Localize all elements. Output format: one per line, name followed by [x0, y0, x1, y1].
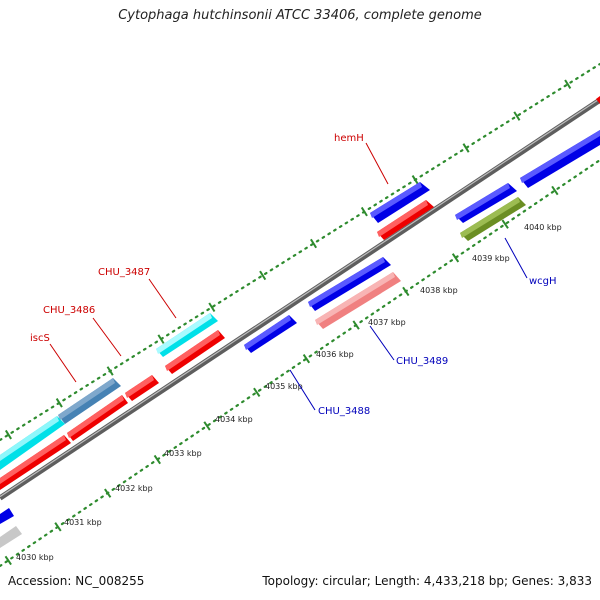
gene-forward-right-2[interactable] — [520, 130, 600, 188]
genome-backbone — [0, 97, 600, 501]
edge-feature-mark — [596, 96, 600, 104]
inner-ruler — [0, 158, 600, 568]
outer-ruler — [0, 62, 600, 442]
accession-text: Accession: NC_008255 — [8, 574, 145, 588]
gene-iscS[interactable] — [58, 378, 121, 424]
ruler-tick — [513, 111, 521, 121]
ruler-tick — [208, 302, 216, 313]
gene-CHU_3488[interactable] — [244, 315, 297, 353]
tick-label: 4036 kbp — [316, 350, 354, 359]
tick-label: 4031 kbp — [64, 518, 102, 527]
gene-blue-left-small[interactable] — [0, 508, 14, 524]
gene-features — [0, 130, 600, 548]
gene-CHU_3489[interactable] — [315, 272, 401, 329]
gene-CHU_3487[interactable] — [156, 313, 218, 357]
ruler-tick-labels: 4030 kbp 4031 kbp 4032 kbp 4033 kbp 4034… — [16, 223, 562, 562]
tick-label: 4030 kbp — [16, 553, 54, 562]
ruler-ticks — [4, 79, 572, 566]
genome-summary-text: Topology: circular; Length: 4,433,218 bp… — [262, 574, 592, 588]
gene-cyan-left[interactable] — [0, 416, 65, 470]
tick-label: 4040 kbp — [524, 223, 562, 232]
map-title: Cytophaga hutchinsonii ATCC 33406, compl… — [118, 8, 482, 23]
ruler-tick — [259, 270, 267, 281]
ruler-tick — [157, 334, 165, 344]
gene-reverse-mid-left[interactable] — [67, 395, 128, 441]
label-leaders — [49, 142, 528, 411]
gene-hemH[interactable] — [370, 182, 430, 223]
ruler-tick — [451, 253, 460, 263]
tick-label: 4037 kbp — [368, 318, 406, 327]
ruler-tick — [551, 185, 559, 196]
ruler-tick — [360, 206, 368, 217]
ruler-tick — [501, 219, 509, 229]
ruler-tick — [106, 366, 114, 376]
ruler-tick — [4, 555, 12, 566]
ruler-tick — [104, 488, 112, 498]
ruler-tick — [253, 387, 261, 397]
ruler-tick — [411, 175, 419, 185]
gene-forward-inner-1[interactable] — [308, 257, 391, 311]
ruler-tick — [462, 143, 470, 153]
ruler-tick — [55, 398, 63, 408]
gene-forward-right-1[interactable] — [455, 183, 517, 223]
label-CHU_3486: CHU_3486 — [43, 305, 95, 316]
label-iscS: iscS — [30, 333, 50, 344]
gene-reverse-far-left[interactable] — [0, 435, 71, 490]
gene-grey-left[interactable] — [0, 526, 22, 548]
ruler-tick — [203, 421, 211, 431]
ruler-tick — [153, 454, 161, 465]
label-hemH: hemH — [334, 133, 364, 144]
tick-label: 4032 kbp — [115, 484, 153, 493]
ruler-tick — [54, 522, 62, 532]
label-wcgH: wcgH — [529, 276, 557, 287]
tick-label: 4034 kbp — [215, 415, 253, 424]
gene-reverse-under-CHU_3487[interactable] — [165, 330, 225, 374]
ruler-tick — [310, 238, 318, 249]
label-CHU_3489: CHU_3489 — [396, 356, 448, 367]
tick-label: 4035 kbp — [265, 382, 303, 391]
ruler-tick — [564, 79, 572, 89]
gene-reverse-under-hemH[interactable] — [377, 200, 434, 240]
gene-labels: hemH CHU_3487 CHU_3486 iscS CHU_3489 CHU… — [30, 133, 557, 417]
tick-label: 4033 kbp — [164, 449, 202, 458]
gene-CHU_3486[interactable] — [125, 375, 159, 401]
ruler-tick — [402, 286, 410, 297]
label-CHU_3488: CHU_3488 — [318, 406, 370, 417]
gene-wcgH[interactable] — [460, 197, 526, 241]
ruler-tick — [302, 353, 311, 364]
label-CHU_3487: CHU_3487 — [98, 267, 150, 278]
ruler-tick — [352, 320, 360, 330]
ruler-tick — [4, 429, 12, 440]
tick-label: 4039 kbp — [472, 254, 510, 263]
tick-label: 4038 kbp — [420, 286, 458, 295]
